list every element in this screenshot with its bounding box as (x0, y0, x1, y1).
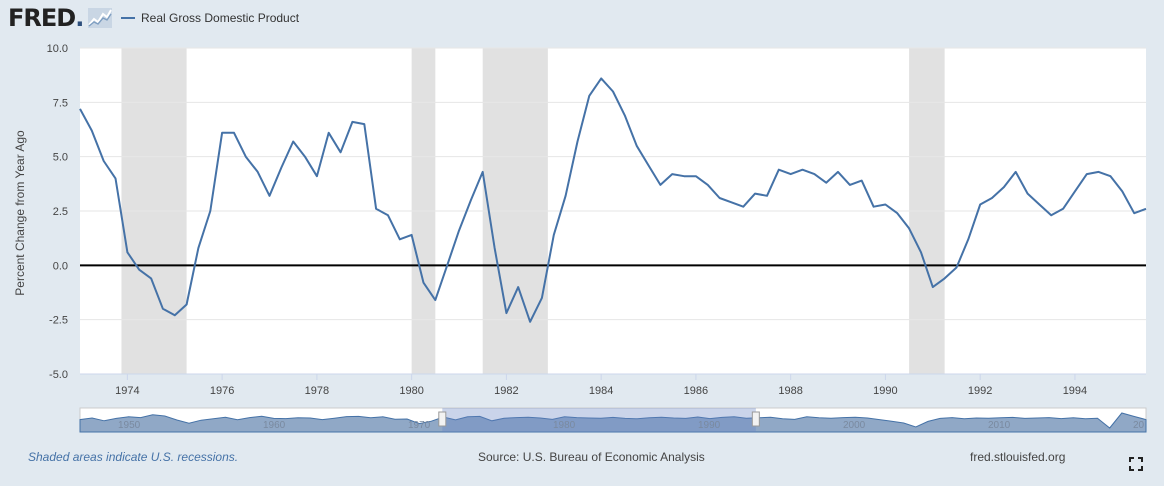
fullscreen-icon[interactable] (1128, 456, 1144, 472)
fred-graph-icon (88, 8, 112, 28)
y-tick-label: 0.0 (53, 260, 68, 272)
legend-label: Real Gross Domestic Product (141, 11, 300, 25)
navigator-series (79, 412, 1147, 433)
navigator-tick-label: 20 (1133, 420, 1145, 431)
fred-logo-dot: . (75, 4, 84, 32)
x-tick-label: 1986 (684, 385, 708, 397)
navigator-tick-label: 2000 (843, 420, 866, 431)
navigator-tick-label: 1970 (408, 420, 431, 431)
navigator-tick-label: 1980 (553, 420, 576, 431)
y-tick-label: 7.5 (53, 97, 68, 109)
x-tick-label: 1994 (1063, 385, 1087, 397)
series-points (79, 78, 1147, 322)
series-line-real-gdp (79, 77, 1147, 323)
site-link[interactable]: fred.stlouisfed.org (970, 450, 1066, 464)
chart-footer: Shaded areas indicate U.S. recessions. S… (0, 446, 1164, 470)
x-tick-label: 1982 (494, 385, 518, 397)
x-tick-label: 1974 (115, 385, 139, 397)
y-tick-label: 5.0 (53, 152, 68, 164)
navigator-handle-left[interactable] (438, 411, 447, 427)
y-tick-label: -2.5 (49, 315, 68, 327)
navigator-selection[interactable] (442, 408, 756, 432)
navigator-tick-label: 1960 (263, 420, 286, 431)
navigator-tick-label: 2010 (988, 420, 1011, 431)
y-tick-label: -5.0 (49, 369, 68, 381)
navigator-tick-label: 1990 (698, 420, 721, 431)
x-tick-label: 1980 (399, 385, 423, 397)
x-tick-label: 1990 (873, 385, 897, 397)
source-text: Source: U.S. Bureau of Economic Analysis (478, 450, 705, 464)
chart-legend[interactable]: Real Gross Domestic Product (121, 11, 299, 25)
x-tick-label: 1984 (589, 385, 613, 397)
legend-swatch (121, 17, 135, 19)
gdp-chart: Percent Change from Year Ago 10.0 7.5 5.0 2… (13, 43, 1147, 433)
x-tick-label: 1992 (968, 385, 992, 397)
fred-logo-text: FRED (8, 4, 76, 32)
y-tick-label: 10.0 (47, 43, 68, 55)
navigator-tick-label: 1950 (118, 420, 141, 431)
y-tick-label: 2.5 (53, 206, 68, 218)
x-tick-label: 1976 (210, 385, 234, 397)
recession-note: Shaded areas indicate U.S. recessions. (28, 450, 239, 464)
fred-logo[interactable]: FRED. (8, 4, 84, 32)
x-tick-label: 1988 (778, 385, 802, 397)
x-tick-label: 1978 (305, 385, 329, 397)
chart-header: FRED. Real Gross Domestic Product (0, 0, 1164, 38)
navigator-handle-right[interactable] (751, 411, 760, 427)
y-axis-title: Percent Change from Year Ago (13, 130, 27, 296)
